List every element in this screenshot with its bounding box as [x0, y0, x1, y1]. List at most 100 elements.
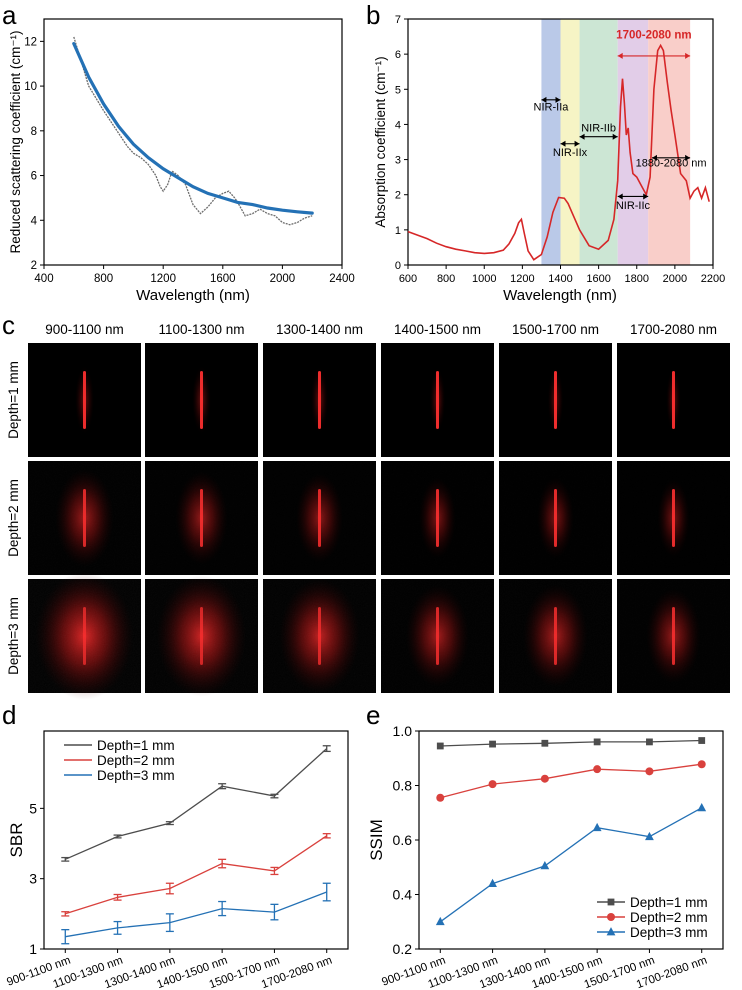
x-tick-label: 800 [94, 273, 113, 285]
band-annotation: NIR-IIc [616, 200, 651, 212]
x-tick-label: 1600 [210, 273, 236, 285]
image-tile [145, 461, 258, 575]
y-tick-label: 3 [29, 871, 37, 887]
band-annotation: NIR-IIa [534, 101, 570, 113]
image-tile [263, 578, 376, 694]
data-point [488, 878, 497, 887]
y-tick-label: 5 [395, 84, 401, 96]
y-tick-label: 10 [24, 81, 37, 93]
data-point [489, 740, 496, 748]
line-target [672, 371, 675, 429]
line-target [83, 607, 86, 665]
data-point [607, 913, 615, 921]
legend-label: Depth=3 mm [630, 925, 708, 940]
image-tile [499, 343, 612, 457]
y-tick-label: 1 [395, 225, 401, 237]
data-point [607, 898, 615, 906]
range-1700-2080-arrow-head-right [685, 52, 691, 59]
data-point [697, 802, 707, 812]
series-line [440, 739, 702, 747]
y-tick-label: 7 [395, 14, 401, 26]
absorption-line [407, 43, 710, 261]
image-tile [263, 343, 376, 457]
y-tick-label: 2 [395, 190, 401, 202]
line-target [318, 607, 321, 665]
row-header: Depth=3 mm [6, 597, 21, 675]
line-target [83, 371, 86, 429]
y-axis-label: SSIM [367, 819, 386, 861]
panel-label-a: a [2, 0, 17, 30]
spectral-band [617, 19, 649, 265]
image-tile [381, 461, 494, 575]
x-tick-label: 2400 [329, 273, 355, 285]
row-header: Depth=2 mm [6, 479, 21, 557]
x-tick-label: 400 [34, 273, 53, 285]
x-tick-label: 2000 [663, 273, 687, 285]
data-point [541, 739, 549, 747]
band-annotation: 1880-2080 nm [636, 158, 707, 170]
panel-label-c: c [2, 310, 15, 340]
row-header: Depth=1 mm [6, 361, 21, 439]
y-axis-label: Reduced scattering coefficient (cm⁻¹) [8, 31, 23, 254]
image-tile [617, 579, 730, 693]
y-tick-label: 4 [395, 119, 401, 131]
x-tick-label: 1000 [472, 273, 496, 285]
column-header: 1300-1400 nm [276, 322, 363, 337]
line-target [436, 489, 439, 547]
line-target [200, 489, 203, 547]
image-tile [381, 343, 494, 457]
y-tick-label: 0.8 [393, 778, 413, 794]
line-target [554, 607, 557, 665]
y-tick-label: 12 [24, 36, 37, 48]
y-tick-label: 6 [31, 171, 37, 183]
nir-iix-arrow-head-right [574, 140, 580, 147]
data-point [436, 793, 445, 802]
y-tick-label: 3 [395, 155, 401, 167]
y-tick-label: 1 [29, 941, 37, 957]
legend-label: Depth=2 mm [97, 753, 175, 768]
x-axis-label: Wavelength (nm) [136, 287, 250, 304]
nir-iib-arrow-head-left [579, 133, 585, 140]
image-tile [263, 461, 376, 575]
y-tick-label: 0.4 [393, 887, 413, 903]
x-tick-label: 1800 [625, 273, 649, 285]
x-tick-label: 1200 [510, 273, 534, 285]
imaging-grid: 900-1100 nm 1100-1300 nm 1300-1400 nm 1400-… [6, 322, 730, 700]
data-point [593, 738, 601, 746]
column-header: 1100-1300 nm [158, 322, 244, 337]
data-point [698, 737, 706, 744]
legend-label: Depth=3 mm [97, 768, 175, 783]
y-axis-label: SBR [7, 823, 26, 858]
data-point [540, 860, 550, 870]
range-1880-2080-arrow-head-left [652, 154, 657, 161]
column-header: 1700-2080 nm [630, 322, 717, 337]
x-tick-label: 2200 [701, 273, 725, 285]
x-tick-label: 1400 [548, 273, 572, 285]
fit-line [72, 41, 314, 215]
x-tick-label: 800 [437, 273, 455, 285]
data-point [540, 774, 549, 783]
image-tile [28, 461, 141, 575]
column-header: 900-1100 nm [45, 322, 124, 337]
x-tick-label: 600 [399, 273, 417, 285]
spectral-band [648, 19, 691, 265]
data-point [488, 780, 497, 789]
line-target [554, 489, 557, 547]
spectral-band [579, 19, 618, 265]
y-tick-label: 0.2 [393, 941, 413, 957]
band-annotation: NIR-IIb [581, 122, 616, 134]
panel-label-b: b [366, 0, 380, 30]
range-1880-2080-arrow-head-right [685, 154, 691, 161]
series-line [65, 748, 328, 860]
y-tick-label: 0 [395, 260, 401, 272]
line-target [318, 489, 321, 547]
x-tick-label: 2000 [270, 273, 296, 285]
image-tile [28, 572, 141, 700]
image-tile [28, 343, 141, 457]
column-header: 1500-1700 nm [512, 322, 599, 337]
image-tile [499, 579, 612, 693]
series-line [65, 891, 327, 938]
x-tick-label: 1600 [586, 273, 610, 285]
image-tile [617, 343, 730, 457]
